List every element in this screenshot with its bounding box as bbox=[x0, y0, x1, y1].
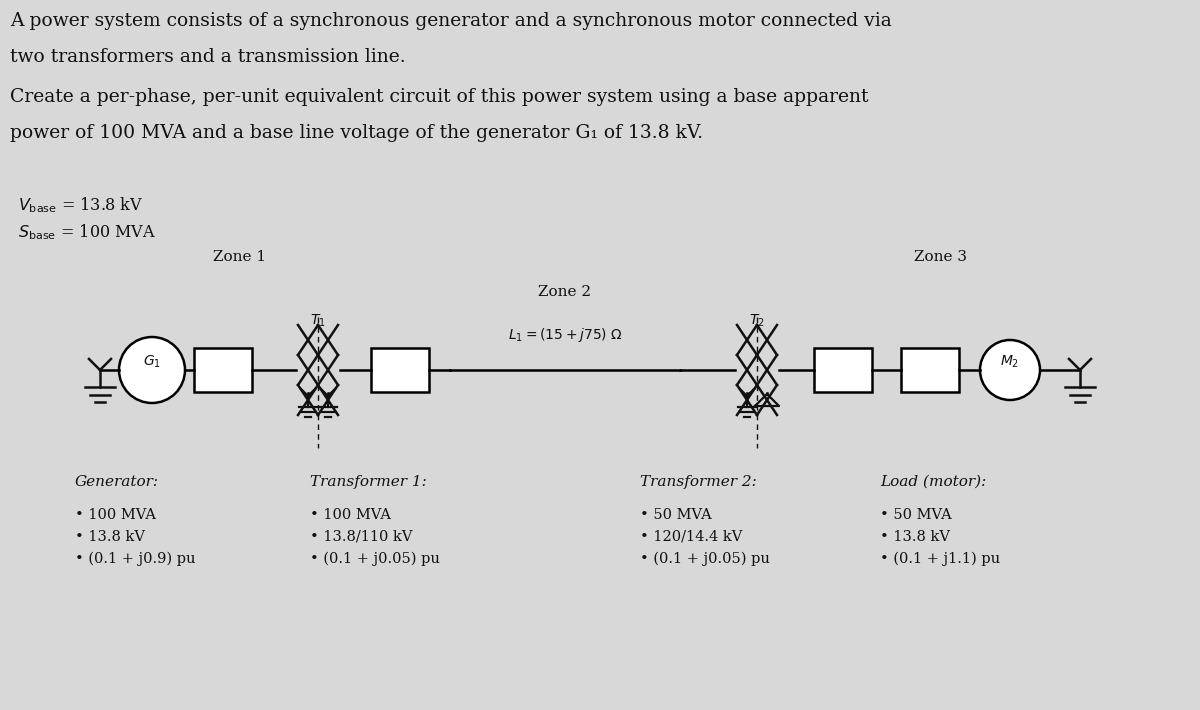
Text: Load (motor):: Load (motor): bbox=[880, 475, 986, 489]
Text: • 13.8/110 kV: • 13.8/110 kV bbox=[310, 530, 413, 544]
Text: • (0.1 + j0.05) pu: • (0.1 + j0.05) pu bbox=[640, 552, 770, 567]
Bar bbox=[371, 348, 430, 392]
Text: $L_1 = (15+j75)\ \Omega$: $L_1 = (15+j75)\ \Omega$ bbox=[508, 326, 623, 344]
Text: • 100 MVA: • 100 MVA bbox=[74, 508, 156, 522]
Text: $T_2$: $T_2$ bbox=[749, 313, 764, 329]
Text: Transformer 1:: Transformer 1: bbox=[310, 475, 427, 489]
Bar bbox=[814, 348, 872, 392]
Text: • (0.1 + j0.9) pu: • (0.1 + j0.9) pu bbox=[74, 552, 196, 567]
Text: Zone 1: Zone 1 bbox=[214, 250, 266, 264]
Text: $S_{\mathrm{base}}$ = 100 MVA: $S_{\mathrm{base}}$ = 100 MVA bbox=[18, 222, 156, 241]
Text: Generator:: Generator: bbox=[74, 475, 158, 489]
Text: • 120/14.4 kV: • 120/14.4 kV bbox=[640, 530, 743, 544]
Text: $M_2$: $M_2$ bbox=[1001, 354, 1020, 370]
Text: • (0.1 + j0.05) pu: • (0.1 + j0.05) pu bbox=[310, 552, 440, 567]
Text: Create a per-phase, per-unit equivalent circuit of this power system using a bas: Create a per-phase, per-unit equivalent … bbox=[10, 88, 869, 106]
Text: $T_1$: $T_1$ bbox=[310, 313, 326, 329]
Circle shape bbox=[980, 340, 1040, 400]
Text: • 50 MVA: • 50 MVA bbox=[880, 508, 952, 522]
Text: $V_{\mathrm{base}}$ = 13.8 kV: $V_{\mathrm{base}}$ = 13.8 kV bbox=[18, 195, 143, 214]
Text: • 13.8 kV: • 13.8 kV bbox=[74, 530, 145, 544]
Bar bbox=[194, 348, 252, 392]
Text: • 50 MVA: • 50 MVA bbox=[640, 508, 712, 522]
Text: • 100 MVA: • 100 MVA bbox=[310, 508, 391, 522]
Text: A power system consists of a synchronous generator and a synchronous motor conne: A power system consists of a synchronous… bbox=[10, 12, 892, 30]
Circle shape bbox=[119, 337, 185, 403]
Text: power of 100 MVA and a base line voltage of the generator G₁ of 13.8 kV.: power of 100 MVA and a base line voltage… bbox=[10, 124, 703, 142]
Text: • (0.1 + j1.1) pu: • (0.1 + j1.1) pu bbox=[880, 552, 1000, 567]
Bar bbox=[901, 348, 959, 392]
Text: Transformer 2:: Transformer 2: bbox=[640, 475, 757, 489]
Text: Zone 2: Zone 2 bbox=[539, 285, 592, 299]
Text: Zone 3: Zone 3 bbox=[913, 250, 966, 264]
Text: $G_1$: $G_1$ bbox=[143, 354, 161, 370]
Text: two transformers and a transmission line.: two transformers and a transmission line… bbox=[10, 48, 406, 66]
Text: • 13.8 kV: • 13.8 kV bbox=[880, 530, 950, 544]
